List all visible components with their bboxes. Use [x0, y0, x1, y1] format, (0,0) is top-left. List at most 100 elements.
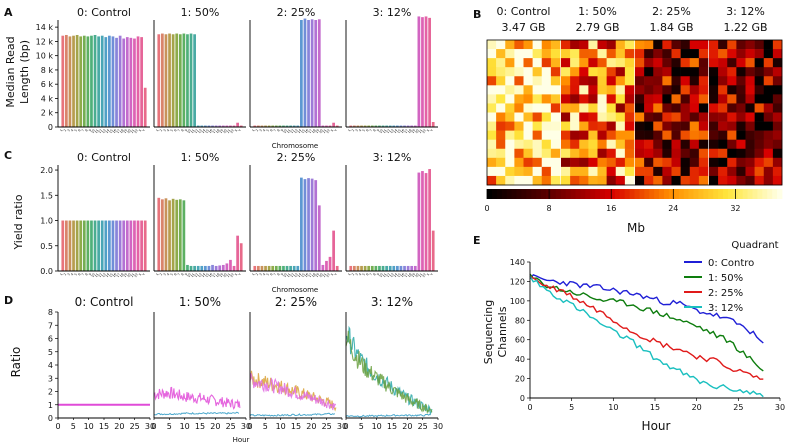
panel-b-heatmap-cell	[718, 121, 728, 131]
panel-b-colorbar-segment	[723, 189, 729, 199]
panel-b-block-0: 0: Control 3.47 GB	[487, 5, 561, 186]
panel-d-subplot-title: 2: 25%	[275, 295, 317, 309]
panel-b-heatmap-cell	[736, 67, 746, 77]
panel-a-bar	[61, 35, 65, 128]
panel-b-heatmap-cell	[505, 112, 515, 122]
panel-b-heatmap-cell	[662, 85, 672, 95]
panel-b-heatmap-cell	[523, 85, 533, 95]
panel-c-bar	[236, 235, 239, 271]
panel-b-heatmap-cell	[624, 49, 635, 59]
panel-b-heatmap-cell	[662, 94, 672, 104]
panel-b-heatmap-cell	[532, 166, 543, 177]
panel-c-bar	[367, 265, 371, 271]
panel-e-xtick-label: 5	[569, 403, 574, 412]
panel-b-heatmap-cell	[653, 175, 663, 186]
panel-a-xtick-label: 5	[266, 129, 270, 133]
panel-d-subplot-title: 0: Control	[75, 295, 134, 309]
panel-b-heatmap-cell	[763, 67, 774, 77]
panel-b-colorbar-segment	[644, 189, 650, 199]
panel-c-bar	[271, 265, 275, 271]
panel-a-xtick-label: 21	[226, 129, 231, 135]
panel-d-xtick-label: 30	[337, 422, 347, 431]
panel-b-heatmap-cell	[653, 157, 663, 168]
panel-c-xtick-label: 11	[94, 273, 99, 279]
panel-c-bar	[115, 220, 118, 271]
panel-b-heatmap-cell	[754, 166, 765, 177]
panel-a-bar	[97, 36, 100, 128]
panel-b-heatmap-cell	[662, 157, 672, 168]
panel-c-xtick-label: 11	[382, 273, 387, 279]
panel-d-xtick-label: 15	[195, 422, 205, 431]
panel-b-heatmap-cell	[698, 103, 709, 113]
panel-b-heatmap-cell	[570, 166, 580, 177]
panel-b-heatmap-cell	[763, 130, 774, 140]
panel-letter-a: A	[4, 6, 13, 19]
panel-b-heatmap-cell	[588, 130, 598, 140]
panel-c-xtick-label: 11	[286, 273, 291, 279]
panel-a-bar	[221, 125, 225, 127]
panel-b-heatmap-cell	[644, 76, 654, 86]
panel-a-bar	[271, 125, 275, 127]
panel-a-bar	[157, 34, 161, 128]
panel-b-heatmap-cell	[523, 148, 533, 159]
panel-b-heatmap-cell	[718, 76, 728, 86]
panel-a-bar	[378, 125, 381, 127]
panel-b-colorbar-segment	[531, 189, 537, 199]
panel-b-heatmap-cell	[763, 121, 774, 131]
panel-c-xtick-label: 6	[365, 273, 369, 277]
panel-a-subplot-3: 3: 12%1 2 3 4 5 6 7 8 91011121314151617181920212…	[345, 6, 438, 134]
panel-c-xtick-label: 7	[273, 273, 277, 277]
panel-b-heatmap-cell	[606, 157, 617, 168]
panel-d-xtick-label: 10	[84, 422, 94, 431]
panel-c-bar	[161, 199, 164, 271]
panel-a-xtick-label: 12	[194, 129, 199, 135]
panel-b-heatmap-cell	[689, 94, 700, 104]
panel-b-heatmap-cell	[606, 40, 617, 50]
panel-b-heatmap-cell	[736, 76, 746, 86]
panel-b-heatmap-cell	[635, 121, 645, 131]
panel-a-xtick-label: 15	[300, 129, 305, 135]
panel-c-bar	[186, 264, 189, 271]
panel-b-heatmap-cell	[727, 139, 737, 150]
panel-a-bar	[388, 125, 392, 127]
panel-a-bar	[374, 125, 378, 127]
panel-a-xtick-label: Y	[142, 128, 146, 132]
panel-b-heatmap-cell	[644, 175, 654, 186]
panel-b-colorbar-segment	[713, 189, 719, 199]
panel-b-heatmap-cell	[496, 175, 506, 186]
panel-b-heatmap-cell	[496, 130, 506, 140]
panel-b-heatmap-cell	[689, 67, 700, 77]
panel-c-bar	[193, 265, 196, 271]
panel-b-heatmap-cell	[541, 121, 552, 131]
panel-b-colorbar-segment	[526, 189, 532, 199]
panel-a-bar	[115, 37, 118, 128]
panel-b-heatmap-cell	[671, 103, 681, 113]
panel-b-heatmap-cell	[496, 103, 506, 113]
panel-b-heatmap-cell	[579, 85, 589, 95]
panel-a-bar	[225, 125, 229, 127]
panel-c-bar	[282, 265, 285, 271]
panel-b-heatmap-cell	[709, 175, 719, 186]
panel-b-heatmap-cell	[736, 157, 746, 168]
panel-c-xtick-label: 14	[105, 273, 110, 279]
panel-b-heatmap-cell	[718, 49, 728, 59]
panel-b-heatmap-cell	[561, 175, 571, 186]
panel-b-colorbar-segment	[506, 189, 512, 199]
panel-c-xtick-label: Y	[430, 272, 434, 276]
panel-c-xtick-label: 20	[414, 273, 419, 279]
panel-b-heatmap-cell	[588, 103, 598, 113]
panel-b-heatmap-cell	[709, 130, 719, 140]
panel-b-heatmap-cell	[718, 67, 728, 77]
panel-b-heatmap-cell	[532, 130, 543, 140]
panel-a-bar	[175, 33, 179, 128]
panel-b-colorbar-segment	[609, 189, 616, 199]
panel-c-xtick-label: 4	[70, 273, 74, 277]
panel-b-heatmap-cell	[689, 40, 700, 50]
panel-b-heatmap-cell	[709, 166, 719, 177]
panel-a-bar	[328, 125, 332, 127]
panel-a-xtick-label: Y	[334, 128, 338, 132]
panel-b-heatmap-cell	[550, 76, 561, 86]
panel-b-heatmap-cell	[754, 94, 765, 104]
panel-b-heatmap-cell	[570, 157, 580, 168]
